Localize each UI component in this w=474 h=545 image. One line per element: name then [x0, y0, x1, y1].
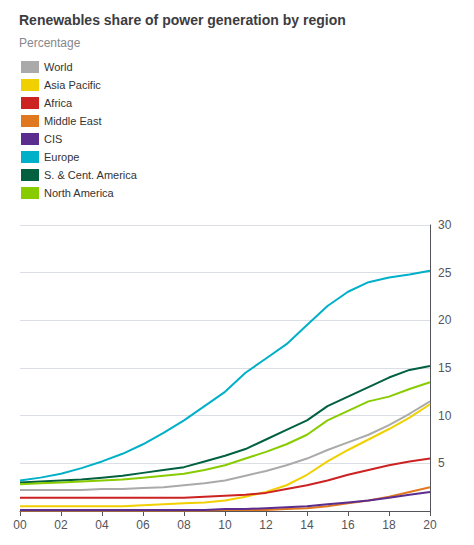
- svg-text:Percentage: Percentage: [19, 36, 81, 50]
- svg-text:10: 10: [438, 409, 452, 423]
- svg-text:North America: North America: [44, 187, 115, 199]
- svg-text:S. & Cent. America: S. & Cent. America: [44, 169, 138, 181]
- svg-text:5: 5: [438, 456, 445, 470]
- svg-text:25: 25: [438, 266, 452, 280]
- svg-text:08: 08: [177, 518, 191, 532]
- svg-text:14: 14: [300, 518, 314, 532]
- svg-text:Africa: Africa: [44, 97, 73, 109]
- svg-text:18: 18: [382, 518, 396, 532]
- svg-text:16: 16: [341, 518, 355, 532]
- svg-text:CIS: CIS: [44, 133, 62, 145]
- svg-text:20: 20: [438, 313, 452, 327]
- svg-text:06: 06: [136, 518, 150, 532]
- svg-text:12: 12: [259, 518, 273, 532]
- svg-text:Europe: Europe: [44, 151, 79, 163]
- svg-text:Asia Pacific: Asia Pacific: [44, 79, 101, 91]
- svg-text:10: 10: [218, 518, 232, 532]
- svg-text:04: 04: [95, 518, 109, 532]
- svg-text:02: 02: [54, 518, 68, 532]
- svg-text:World: World: [44, 61, 73, 73]
- svg-text:30: 30: [438, 218, 452, 232]
- svg-text:20: 20: [423, 518, 437, 532]
- svg-text:Renewables share of power gene: Renewables share of power generation by …: [19, 12, 346, 28]
- svg-text:00: 00: [13, 518, 27, 532]
- svg-text:Middle East: Middle East: [44, 115, 101, 127]
- svg-text:15: 15: [438, 361, 452, 375]
